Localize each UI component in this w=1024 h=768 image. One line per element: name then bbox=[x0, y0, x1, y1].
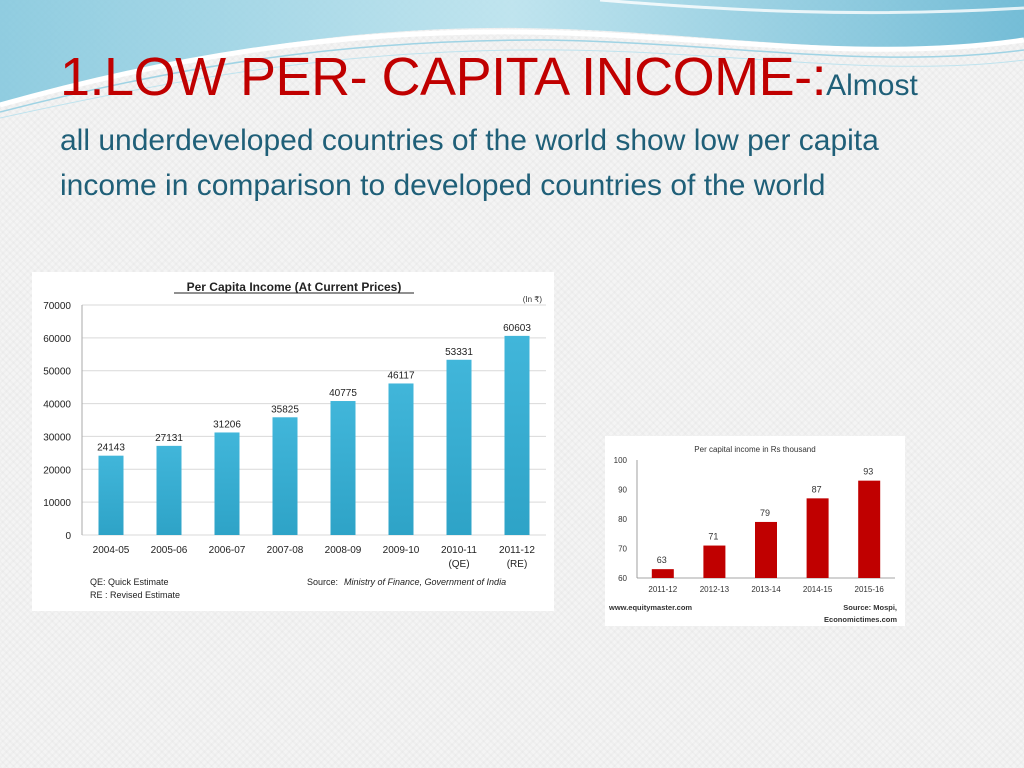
chart1-source-text: Ministry of Finance, Government of India bbox=[344, 577, 506, 587]
chart1-x-tick-label: 2009-10 bbox=[383, 545, 420, 556]
chart1-x-tick-label: 2011-12 bbox=[499, 545, 535, 556]
slide-title-lead-text: Almost bbox=[826, 69, 918, 102]
chart1-x-tick-label: 2006-07 bbox=[209, 545, 246, 556]
chart1-x-tick-label: 2004-05 bbox=[93, 545, 130, 556]
chart1-bar bbox=[272, 417, 298, 535]
chart2-y-tick-label: 80 bbox=[618, 515, 627, 524]
chart1-x-tick-label: 2010-11 bbox=[441, 545, 477, 556]
chart2-y-tick-label: 60 bbox=[618, 574, 627, 583]
chart2-data-label: 71 bbox=[708, 532, 718, 542]
chart1-y-tick-label: 50000 bbox=[43, 367, 71, 378]
slide-title-block: 1.LOW PER- CAPITA INCOME-:Almost all und… bbox=[60, 42, 960, 208]
chart1-bar bbox=[446, 359, 472, 535]
chart1-y-tick-label: 40000 bbox=[43, 400, 71, 411]
chart1-data-label: 40775 bbox=[329, 388, 357, 399]
chart2-data-label: 93 bbox=[863, 467, 873, 477]
per-capita-income-thousand-chart: Per capital income in Rs thousand 60 70 80 9… bbox=[605, 436, 905, 626]
per-capita-income-chart: Per Capita Income (At Current Prices) (In… bbox=[32, 272, 554, 611]
chart1-x-tick-label: (QE) bbox=[448, 559, 469, 570]
chart1-data-label: 31206 bbox=[213, 419, 241, 430]
chart2-footer-source: Source: Mospi, bbox=[843, 603, 897, 612]
chart2-title: Per capital income in Rs thousand bbox=[694, 445, 815, 454]
chart1-y-tick-label: 20000 bbox=[43, 465, 71, 476]
chart2-bar bbox=[755, 521, 777, 578]
chart2-data-label: 63 bbox=[657, 555, 667, 565]
chart1-y-tick-label: 70000 bbox=[43, 301, 71, 312]
chart1-y-tick-label: 0 bbox=[65, 531, 71, 542]
chart1-data-label: 27131 bbox=[155, 433, 183, 444]
chart2-x-tick-label: 2014-15 bbox=[803, 585, 833, 594]
decorative-header-wave bbox=[0, 0, 1024, 119]
chart2-footer-left: www.equitymaster.com bbox=[608, 603, 692, 612]
chart2-x-tick-label: 2015-16 bbox=[855, 585, 885, 594]
chart1-data-label: 35825 bbox=[271, 404, 299, 415]
chart1-bar bbox=[388, 383, 414, 535]
chart1-y-tick-label: 60000 bbox=[43, 334, 71, 345]
chart2-x-tick-label: 2013-14 bbox=[751, 585, 781, 594]
chart1-data-label: 24143 bbox=[97, 443, 125, 454]
chart2-bar bbox=[651, 569, 674, 578]
chart1-footnote: QE: Quick Estimate bbox=[90, 577, 169, 587]
chart1-x-tick-label: (RE) bbox=[507, 559, 528, 570]
chart1-data-label: 46117 bbox=[387, 370, 415, 381]
chart1-data-label: 60603 bbox=[503, 323, 531, 334]
chart1-title: Per Capita Income (At Current Prices) bbox=[187, 280, 402, 294]
chart1-x-tick-label: 2008-09 bbox=[325, 545, 362, 556]
chart2-bar bbox=[858, 480, 881, 578]
chart1-data-label: 53331 bbox=[445, 347, 473, 358]
chart2-x-tick-label: 2012-13 bbox=[700, 585, 730, 594]
chart2-y-tick-label: 100 bbox=[614, 456, 628, 465]
chart1-bar bbox=[98, 455, 124, 535]
chart2-bar bbox=[806, 498, 829, 578]
chart2-x-tick-label: 2011-12 bbox=[648, 585, 677, 594]
chart2-bar bbox=[703, 545, 726, 578]
chart1-x-tick-label: 2005-06 bbox=[151, 545, 188, 556]
per-capita-income-chart-svg: Per Capita Income (At Current Prices) (In… bbox=[43, 280, 546, 600]
per-capita-income-thousand-chart-svg: Per capital income in Rs thousand 60 70 80 9… bbox=[608, 445, 897, 624]
chart2-data-label: 87 bbox=[812, 484, 822, 494]
chart1-y-tick-label: 30000 bbox=[43, 432, 71, 443]
chart1-source-label: Source: bbox=[307, 577, 338, 587]
slide-title: 1.LOW PER- CAPITA INCOME-: bbox=[60, 47, 827, 107]
chart2-y-tick-label: 70 bbox=[618, 545, 627, 554]
chart1-y-tick-label: 10000 bbox=[43, 498, 71, 509]
slide-body-text: all underdeveloped countries of the worl… bbox=[60, 124, 879, 202]
chart2-y-tick-label: 90 bbox=[618, 486, 627, 495]
chart1-footnote: RE : Revised Estimate bbox=[90, 590, 180, 600]
chart2-data-label: 79 bbox=[760, 508, 770, 518]
chart1-x-tick-label: 2007-08 bbox=[267, 545, 304, 556]
chart1-bar bbox=[504, 335, 530, 535]
chart1-unit-note: (In ₹) bbox=[523, 295, 543, 304]
chart2-footer-source-2: Economictimes.com bbox=[824, 615, 897, 624]
chart1-bar bbox=[156, 445, 182, 535]
chart1-bar bbox=[214, 432, 240, 535]
chart1-bar bbox=[330, 401, 356, 535]
